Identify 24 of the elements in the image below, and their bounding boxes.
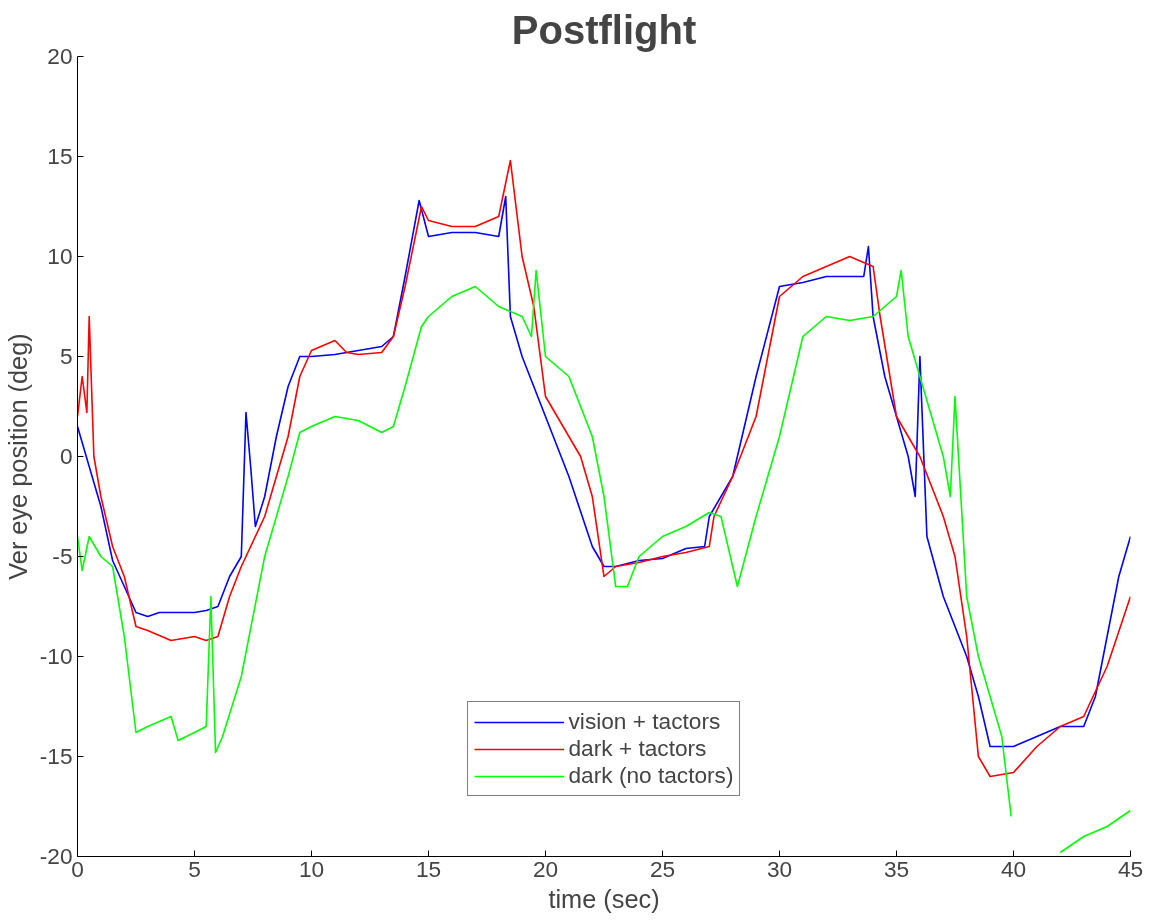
x-tick-label: 45 — [1117, 855, 1144, 882]
legend-label: dark + tactors — [568, 735, 707, 762]
x-tick-label: 40 — [1000, 855, 1027, 882]
y-tick-label: 15 — [47, 143, 73, 169]
y-tick-label: -5 — [52, 543, 73, 569]
y-axis-title: Ver eye position (deg) — [3, 333, 32, 580]
y-tick-label: 20 — [47, 43, 73, 69]
y-tick-label: -10 — [39, 643, 73, 669]
y-tick-label: 5 — [59, 343, 73, 369]
x-tick-label: 35 — [883, 855, 910, 882]
legend-label: vision + tactors — [568, 708, 721, 735]
x-axis-title: time (sec) — [548, 884, 660, 913]
y-tick-label: -15 — [39, 743, 73, 769]
chart-title: Postflight — [511, 7, 697, 52]
x-tick-label: 15 — [415, 855, 442, 882]
x-tick-label: 30 — [766, 855, 793, 882]
y-tick-label: -20 — [39, 843, 73, 869]
x-tick-label: 25 — [649, 855, 676, 882]
x-tick-label: 5 — [188, 855, 201, 882]
x-tick-label: 10 — [298, 855, 325, 882]
y-tick-label: 0 — [59, 443, 73, 469]
y-tick-label: 10 — [47, 243, 73, 269]
x-tick-label: 20 — [532, 855, 559, 882]
legend-label: dark (no tactors) — [568, 762, 734, 789]
